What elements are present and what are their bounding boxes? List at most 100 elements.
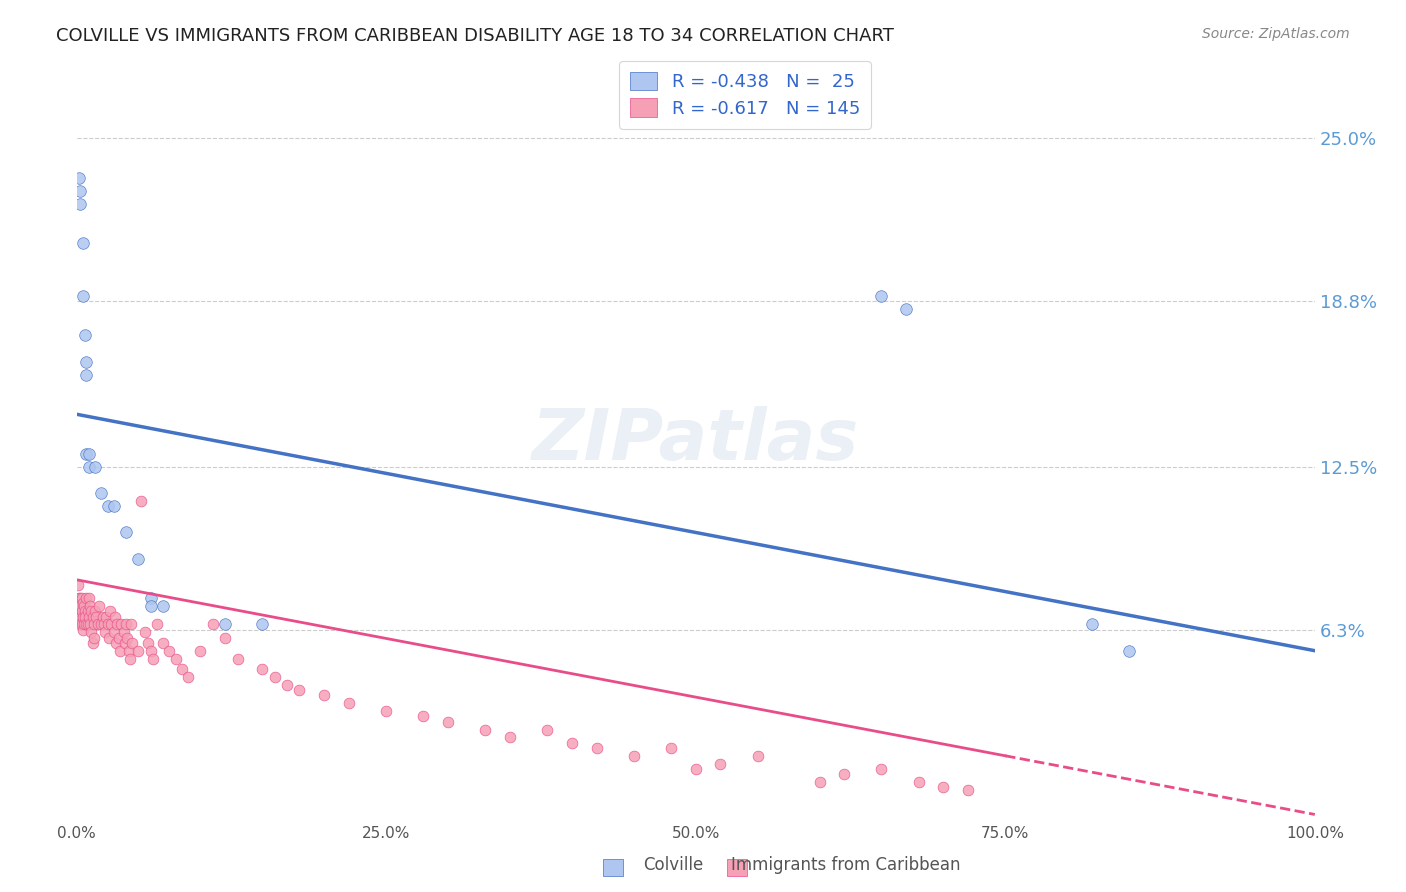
Point [79, 599, 101, 613]
Point [67, 604, 90, 618]
Point [100, 617, 122, 632]
Point [107, 617, 129, 632]
Point [112, 625, 135, 640]
Point [69, 197, 91, 211]
Point [70, 617, 93, 632]
Point [75, 604, 97, 618]
Point [82, 609, 104, 624]
Point [86, 617, 108, 632]
Point [94, 625, 117, 640]
Point [73, 617, 96, 632]
Point [70, 604, 93, 618]
Point [337, 696, 360, 710]
Point [252, 617, 274, 632]
Point [82, 636, 104, 650]
Point [97, 631, 120, 645]
Point [585, 740, 607, 755]
Point [139, 599, 162, 613]
Point [83, 631, 105, 645]
Point [659, 740, 682, 755]
Point [623, 748, 645, 763]
Point [86, 609, 108, 624]
Point [907, 775, 929, 789]
Point [121, 636, 143, 650]
Point [139, 643, 162, 657]
Bar [603, 858, 623, 876]
Point [129, 494, 152, 508]
Point [84, 604, 107, 618]
Point [67, 591, 90, 606]
Text: Colville: Colville [643, 856, 703, 874]
Point [110, 617, 132, 632]
Point [177, 670, 200, 684]
Point [84, 459, 107, 474]
Point [77, 459, 100, 474]
Point [87, 599, 110, 613]
Point [75, 368, 97, 382]
Point [134, 625, 156, 640]
Point [79, 617, 101, 632]
Point [83, 617, 105, 632]
Point [252, 662, 274, 676]
Point [536, 723, 558, 737]
Point [561, 736, 583, 750]
Point [115, 617, 138, 632]
Point [73, 599, 96, 613]
Point [1081, 617, 1104, 632]
Legend: R = -0.438   N =  25, R = -0.617   N = 145: R = -0.438 N = 25, R = -0.617 N = 145 [620, 61, 870, 128]
Point [76, 617, 98, 632]
Point [72, 596, 94, 610]
Text: ZIPatlas: ZIPatlas [531, 406, 859, 475]
Point [896, 302, 918, 317]
Point [159, 643, 181, 657]
Point [107, 631, 129, 645]
Point [75, 591, 97, 606]
Point [69, 609, 91, 624]
Point [226, 651, 249, 665]
Point [139, 591, 162, 606]
Point [142, 651, 165, 665]
Point [75, 609, 97, 624]
Point [152, 599, 174, 613]
Point [69, 184, 91, 198]
Point [70, 591, 93, 606]
Point [103, 625, 125, 640]
Point [832, 767, 855, 781]
Point [146, 617, 169, 632]
Point [90, 617, 112, 632]
Point [105, 636, 128, 650]
Point [80, 625, 103, 640]
Point [69, 617, 91, 632]
Point [115, 525, 138, 540]
Point [120, 617, 142, 632]
Point [72, 609, 94, 624]
Point [67, 170, 90, 185]
Point [288, 683, 311, 698]
Point [96, 617, 118, 632]
Point [870, 289, 893, 303]
Point [1118, 643, 1140, 657]
Point [152, 636, 174, 650]
Point [93, 617, 115, 632]
Text: COLVILLE VS IMMIGRANTS FROM CARIBBEAN DISABILITY AGE 18 TO 34 CORRELATION CHART: COLVILLE VS IMMIGRANTS FROM CARIBBEAN DI… [56, 27, 894, 45]
Point [214, 617, 236, 632]
Point [104, 609, 127, 624]
Point [90, 486, 112, 500]
Point [263, 670, 285, 684]
Point [165, 651, 187, 665]
Point [75, 355, 97, 369]
Point [75, 328, 97, 343]
Point [214, 631, 236, 645]
Point [314, 689, 336, 703]
Point [932, 780, 955, 795]
Point [98, 604, 121, 618]
Point [127, 643, 149, 657]
Point [103, 499, 125, 513]
Point [437, 714, 460, 729]
Point [870, 762, 893, 776]
Point [499, 731, 522, 745]
Point [77, 609, 100, 624]
Point [96, 609, 118, 624]
Point [75, 617, 97, 632]
Point [201, 617, 224, 632]
